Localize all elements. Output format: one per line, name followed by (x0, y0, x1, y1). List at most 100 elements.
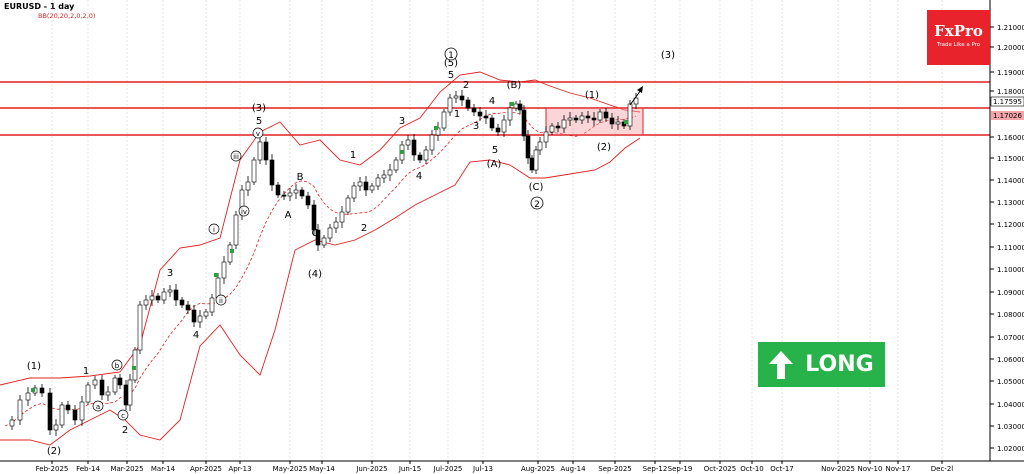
wave-label: (3) (252, 103, 266, 114)
bear-candle (281, 194, 287, 197)
y-tick-label: 1.02000 (997, 445, 1024, 453)
indicator-label: BB(20,20,2,0,2,0) (38, 12, 96, 20)
wave-label: i (213, 226, 215, 234)
up-arrow-icon (769, 350, 794, 379)
bear-candle (155, 295, 161, 301)
bear-candle (311, 204, 317, 231)
signal-marker (31, 388, 35, 392)
wave-label: (2) (597, 142, 611, 153)
y-tick-label: 1.06000 (997, 356, 1024, 364)
bear-candle (521, 109, 527, 137)
signal-marker (132, 366, 136, 370)
bollinger-lower-band (0, 137, 641, 446)
x-tick-label: Jun-15 (398, 465, 421, 473)
wave-label: 1 (448, 51, 454, 61)
x-tick-label: Dec-2l (931, 465, 954, 473)
x-tick-label: Nov-2025 (821, 465, 855, 473)
x-tick-label: Oct-17 (770, 465, 794, 473)
wave-circle (230, 150, 242, 162)
bear-candle (555, 125, 561, 129)
wave-label: (3) (661, 50, 675, 61)
long-signal-button[interactable]: LONG (758, 342, 885, 387)
signal-marker (214, 273, 218, 277)
bear-candle (459, 95, 465, 101)
wave-circle (238, 205, 250, 217)
y-tick-label: 1.13000 (997, 199, 1024, 207)
wave-label: 1 (350, 150, 356, 161)
bull-candle (197, 315, 203, 323)
x-tick-label: Apr-2025 (190, 465, 222, 473)
bull-candle (381, 174, 387, 179)
bull-candle (423, 149, 429, 161)
wave-label: 2 (534, 200, 540, 210)
bear-candle (315, 229, 321, 246)
bear-candle (299, 189, 305, 197)
bull-candle (112, 377, 118, 393)
bull-candle (257, 141, 263, 161)
y-tick-label: 1.04000 (997, 401, 1024, 409)
y-tick-label: 1.05000 (997, 378, 1024, 386)
bear-candle (465, 99, 471, 109)
signal-marker (434, 126, 438, 130)
y-tick-label: 1.12000 (997, 221, 1024, 229)
wave-label: 2 (361, 223, 367, 234)
y-tick-label: 1.19000 (997, 69, 1024, 77)
x-tick-label: Jun-2025 (355, 465, 387, 473)
bull-candle (579, 115, 585, 121)
bear-candle (65, 404, 71, 411)
wave-label: ii (219, 297, 223, 305)
bull-candle (375, 177, 381, 187)
bear-candle (47, 392, 53, 431)
y-tick-label: 1.10000 (997, 266, 1024, 274)
bull-candle (345, 197, 351, 213)
bull-candle (293, 189, 299, 194)
wave-label: iii (233, 153, 239, 161)
bull-candle (233, 214, 239, 246)
bull-candle (597, 111, 603, 121)
bull-candle (149, 295, 155, 301)
bull-candle (387, 169, 393, 176)
bull-candle (245, 181, 251, 191)
bear-candle (263, 141, 269, 161)
bull-candle (203, 311, 209, 317)
x-tick-label: Mar-2025 (110, 465, 143, 473)
bear-candle (477, 111, 483, 117)
wave-label: b (115, 362, 120, 370)
bull-candle (92, 379, 98, 386)
wave-label: (5) (444, 58, 458, 69)
bull-candle (25, 392, 31, 401)
x-tick-label: Aug-2025 (521, 465, 555, 473)
bull-candle (405, 139, 411, 146)
bull-candle (221, 261, 227, 279)
wave-label: 5 (492, 145, 498, 156)
bull-candle (333, 221, 339, 229)
bear-candle (495, 127, 501, 133)
bear-candle (173, 289, 179, 301)
projection-arrowhead (637, 86, 643, 93)
logo-brand: FxPro (934, 22, 983, 40)
wave-label: (4) (308, 269, 322, 280)
bull-candle (9, 419, 15, 427)
bear-candle (525, 135, 531, 159)
bull-candle (357, 181, 363, 187)
wave-label: v (256, 130, 260, 138)
current-price-box (990, 96, 1024, 107)
y-tick-label: 1.15000 (997, 155, 1024, 163)
projection-arrow-line (629, 89, 642, 106)
bull-candle (441, 111, 447, 129)
bull-candle (351, 185, 357, 199)
wave-label: C (312, 228, 319, 239)
wave-label: 2 (463, 80, 469, 91)
x-tick-label: Sep-19 (668, 465, 693, 473)
x-tick-label: Aug-14 (560, 465, 586, 473)
y-tick-label: 1.11000 (997, 244, 1024, 252)
wave-label: 4 (489, 96, 495, 107)
wave-circle (252, 127, 264, 139)
bull-candle (567, 117, 573, 121)
wave-label: (1) (585, 90, 599, 101)
bear-candle (585, 115, 591, 119)
wave-label: A (285, 210, 292, 221)
bull-candle (561, 119, 567, 129)
bull-candle (533, 149, 539, 171)
bear-candle (191, 309, 197, 323)
